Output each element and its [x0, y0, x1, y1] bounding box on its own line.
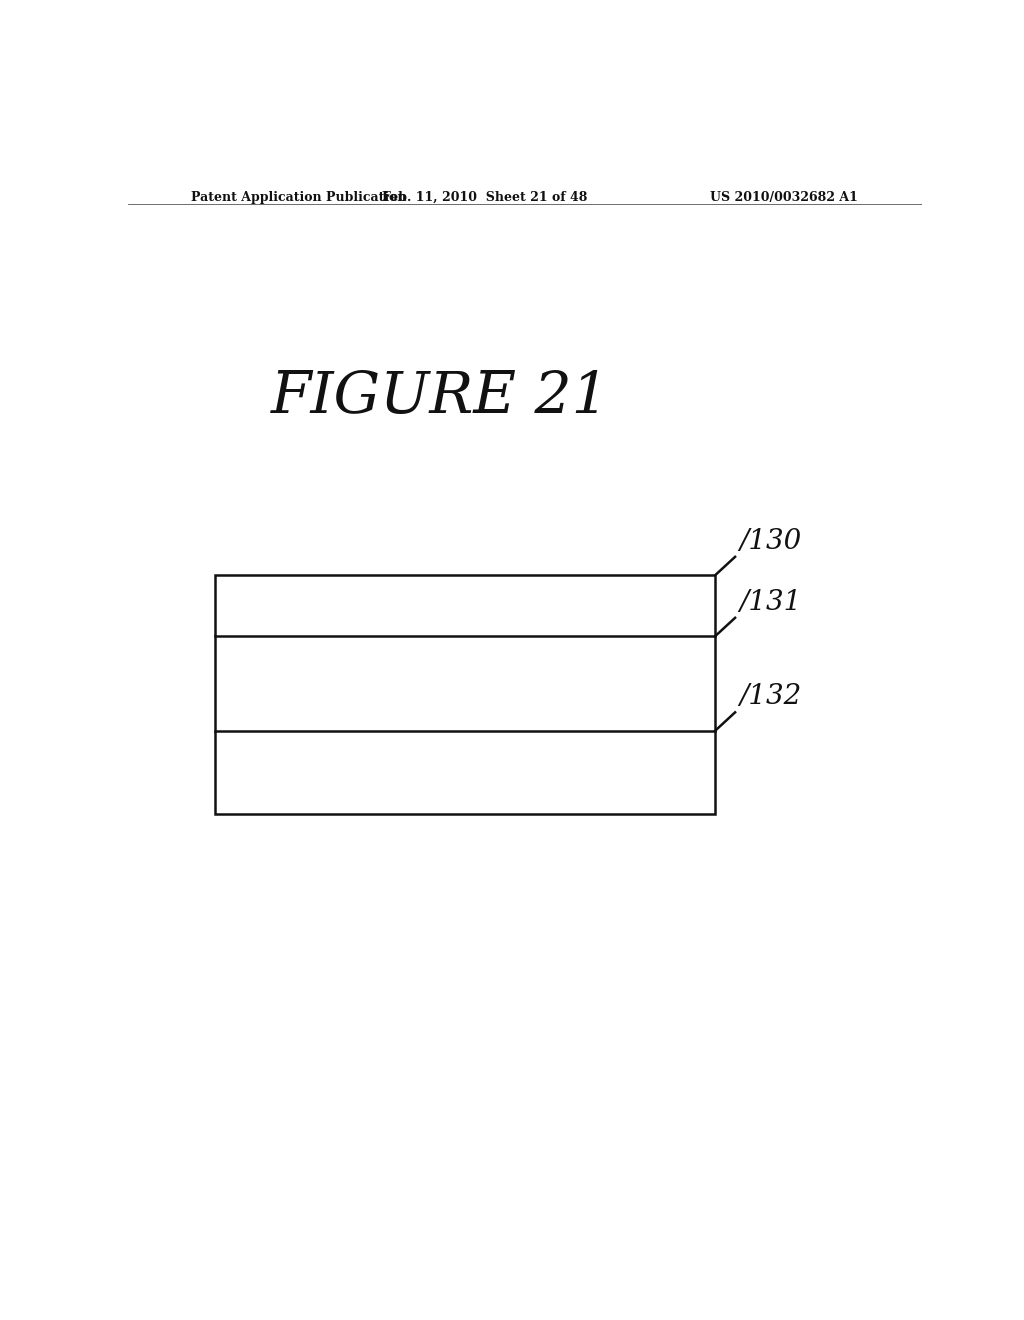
Text: FIGURE 21: FIGURE 21 [270, 370, 609, 425]
Text: Feb. 11, 2010  Sheet 21 of 48: Feb. 11, 2010 Sheet 21 of 48 [382, 191, 588, 203]
Text: /131: /131 [739, 589, 802, 615]
Text: US 2010/0032682 A1: US 2010/0032682 A1 [711, 191, 858, 203]
Bar [215, 576, 715, 814]
Text: /132: /132 [739, 684, 802, 710]
Text: Patent Application Publication: Patent Application Publication [191, 191, 407, 203]
Text: /130: /130 [739, 528, 802, 554]
